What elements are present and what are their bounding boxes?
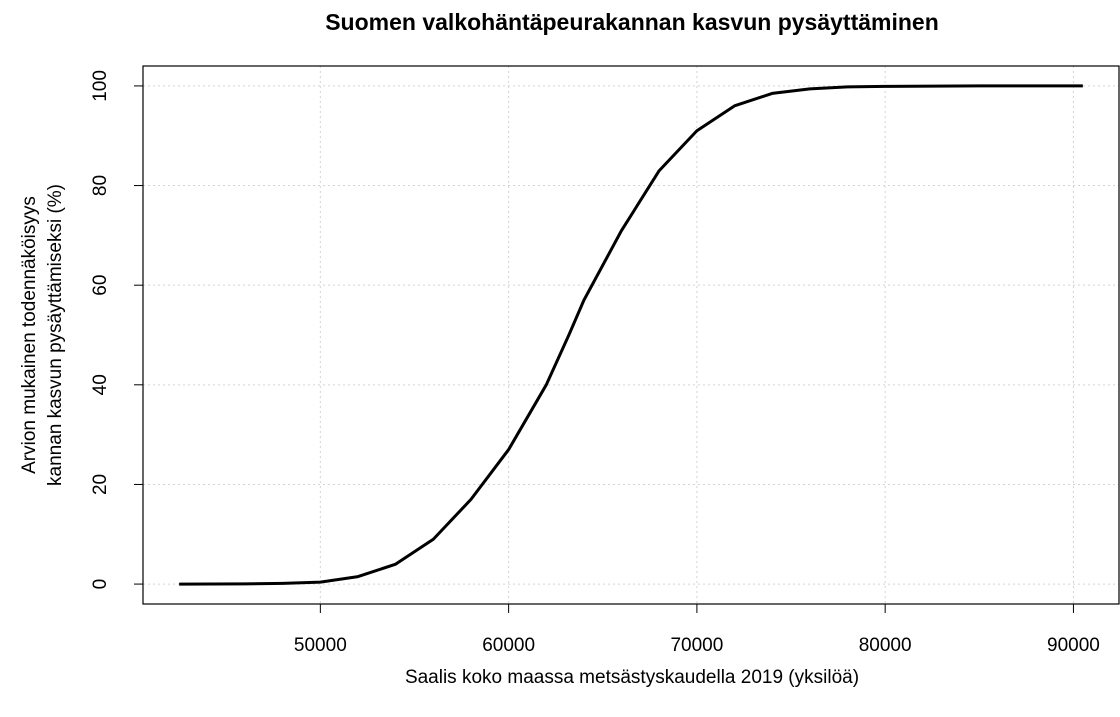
y-tick-label: 0 <box>90 579 111 590</box>
x-tick-label: 90000 <box>1047 635 1100 656</box>
y-tick-label: 60 <box>90 275 111 296</box>
chart-title: Suomen valkohäntäpeurakannan kasvun pysä… <box>325 9 939 35</box>
y-axis-label: kannan kasvun pysäyttämiseksi (%) <box>45 184 66 486</box>
x-axis-label: Saalis koko maassa metsästyskaudella 201… <box>405 667 859 688</box>
x-tick-label: 80000 <box>859 635 912 656</box>
y-tick-label: 40 <box>90 374 111 395</box>
y-tick-label: 80 <box>90 175 111 196</box>
line <box>179 84 1083 586</box>
x-tick-label: 70000 <box>670 635 723 656</box>
x-tick-label: 50000 <box>294 635 347 656</box>
x-tick-label: 60000 <box>482 635 535 656</box>
plot-frame <box>142 65 1120 605</box>
y-tick-label: 100 <box>90 70 111 102</box>
y-axis-label: Arvion mukainen todennäköisyys <box>19 196 40 474</box>
y-tick-label: 20 <box>90 474 111 495</box>
